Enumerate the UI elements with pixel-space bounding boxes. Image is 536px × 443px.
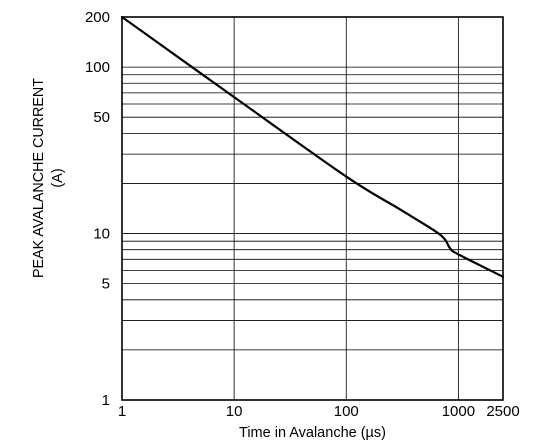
x-tick-label: 100 [334, 403, 359, 420]
y-axis-label-unit: (A) [50, 168, 66, 187]
series-line [120, 15, 505, 278]
y-tick-label: 100 [85, 59, 110, 76]
y-tick-label: 5 [102, 276, 110, 293]
y-tick-labels: 1 5 10 50 100 200 [85, 9, 110, 409]
x-tick-label: 2500 [486, 403, 519, 420]
y-tick-label: 50 [93, 109, 110, 126]
y-tick-label: 200 [85, 9, 110, 26]
x-tick-label: 10 [226, 403, 243, 420]
y-tick-label: 1 [102, 392, 110, 409]
x-tick-labels: 1 10 100 1000 2500 [118, 403, 520, 420]
plot-frame [121, 16, 504, 401]
x-axis-label: Time in Avalanche (µs) [239, 425, 386, 441]
series-layer [120, 15, 505, 278]
y-axis-label: PEAK AVALANCHE CURRENT [31, 78, 47, 278]
x-tick-label: 1000 [442, 403, 475, 420]
grid [122, 17, 503, 400]
x-tick-label: 1 [118, 403, 126, 420]
y-tick-label: 10 [93, 226, 110, 243]
